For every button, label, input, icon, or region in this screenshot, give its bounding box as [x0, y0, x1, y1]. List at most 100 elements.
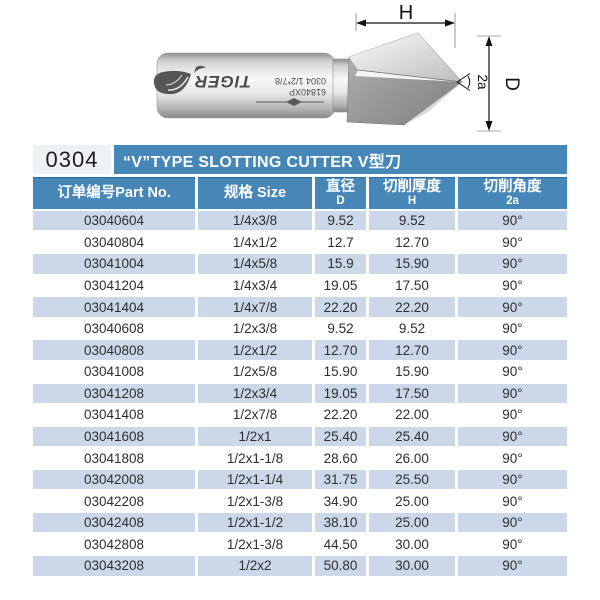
part-no-cell: 03041404: [33, 297, 195, 317]
diameter-cell: 12.70: [315, 340, 366, 360]
diameter-cell: 19.05: [315, 275, 366, 296]
diameter-cell: 31.75: [315, 469, 366, 490]
diameter-cell: 50.80: [315, 556, 366, 576]
angle-cell: 90°: [458, 340, 567, 360]
thickness-cell: 30.00: [369, 556, 455, 576]
diameter-cell: 28.60: [315, 448, 366, 468]
angle-cell: 90°: [458, 275, 567, 296]
print-diamond-ornament: [286, 98, 302, 106]
size-cell: 1/4x7/8: [198, 297, 312, 317]
header-diameter-label: 直径: [326, 178, 355, 195]
part-no-cell: 03042208: [33, 491, 195, 511]
dimension-H: H: [355, 2, 456, 48]
thickness-cell: 22.00: [369, 405, 455, 425]
thickness-cell: 15.90: [369, 362, 455, 382]
thickness-cell: 17.50: [369, 275, 455, 296]
part-no-cell: 03040804: [33, 232, 195, 252]
part-no-cell: 03040808: [33, 340, 195, 360]
shank-size-text: 0304 1/2*7/8: [275, 76, 326, 86]
thickness-cell: 9.52: [369, 211, 455, 231]
part-no-cell: 03043208: [33, 556, 195, 576]
part-no-cell: 03042008: [33, 469, 195, 490]
header-angle-label: 切削角度: [483, 178, 542, 195]
diameter-cell: 22.20: [315, 405, 366, 425]
thickness-cell: 22.20: [369, 297, 455, 317]
angle-cell: 90°: [458, 556, 567, 576]
label-D: D: [501, 77, 522, 91]
size-cell: 1/2x1-3/8: [198, 534, 312, 555]
diameter-cell: 34.90: [315, 491, 366, 511]
angle-cell: 90°: [458, 232, 567, 252]
angle-cell: 90°: [458, 254, 567, 274]
size-cell: 1/2x5/8: [198, 362, 312, 382]
angle-cell: 90°: [458, 211, 567, 231]
part-no-cell: 03042808: [33, 534, 195, 555]
part-no-cell: 03040608: [33, 318, 195, 339]
diameter-cell: 22.20: [315, 297, 366, 317]
angle-cell: 90°: [458, 513, 567, 533]
diameter-cell: 15.9: [315, 254, 366, 274]
thickness-cell: 25.00: [369, 513, 455, 533]
diameter-cell: 9.52: [315, 318, 366, 339]
size-cell: 1/2x1-1/8: [198, 448, 312, 468]
diameter-cell: 12.7: [315, 232, 366, 252]
thickness-cell: 26.00: [369, 448, 455, 468]
part-no-cell: 03041004: [33, 254, 195, 274]
size-cell: 1/4x3/4: [198, 275, 312, 296]
header-part-no-label: 订单编号Part No.: [57, 184, 171, 201]
part-no-cell: 03040604: [33, 211, 195, 231]
dimension-D: D: [477, 35, 522, 132]
header-angle-symbol: 2a: [506, 195, 519, 208]
size-cell: 1/2x7/8: [198, 405, 312, 425]
product-diagram: 61840XP 0304 1/2*7/8 TIGER: [0, 0, 600, 148]
angle-cell: 90°: [458, 318, 567, 339]
diameter-cell: 15.90: [315, 362, 366, 382]
header-size-label: 规格 Size: [223, 184, 287, 201]
page-title: “V”TYPE SLOTTING CUTTER V型刀: [114, 145, 567, 174]
size-cell: 1/4x3/8: [198, 211, 312, 231]
shank-print: 61840XP 0304 1/2*7/8 TIGER: [153, 65, 326, 106]
header-thickness-symbol: H: [407, 195, 417, 208]
size-cell: 1/4x5/8: [198, 254, 312, 274]
header-angle: 切削角度 2a: [458, 177, 567, 209]
brand-text: TIGER: [194, 72, 251, 91]
angle-cell: 90°: [458, 469, 567, 490]
thickness-cell: 9.52: [369, 318, 455, 339]
part-no-cell: 03041408: [33, 405, 195, 425]
size-cell: 1/2x1-3/8: [198, 491, 312, 511]
size-cell: 1/2x3/4: [198, 383, 312, 404]
size-cell: 1/2x3/8: [198, 318, 312, 339]
diameter-cell: 9.52: [315, 211, 366, 231]
header-thickness: 切削厚度 H: [369, 177, 455, 209]
thickness-cell: 15.90: [369, 254, 455, 274]
size-cell: 1/2x1/2: [198, 340, 312, 360]
thickness-cell: 30.00: [369, 534, 455, 555]
angle-cell: 90°: [458, 383, 567, 404]
size-cell: 1/2x1: [198, 426, 312, 447]
header-part-no: 订单编号Part No.: [33, 177, 195, 209]
part-no-cell: 03041204: [33, 275, 195, 296]
label-H: H: [399, 2, 413, 24]
thickness-cell: 25.40: [369, 426, 455, 447]
angle-cell: 90°: [458, 297, 567, 317]
part-no-cell: 03042408: [33, 513, 195, 533]
part-no-cell: 03041208: [33, 383, 195, 404]
angle-cell: 90°: [458, 362, 567, 382]
part-no-cell: 03041008: [33, 362, 195, 382]
table-body: 03040604 1/4x3/8 9.52 9.52 90° 03040804 1/4x1/…: [33, 211, 567, 576]
diameter-cell: 38.10: [315, 513, 366, 533]
tiger-logo-icon: [153, 65, 206, 95]
cutter-drawing: 61840XP 0304 1/2*7/8 TIGER: [153, 2, 522, 132]
thickness-cell: 12.70: [369, 340, 455, 360]
dimension-2a: 2a: [456, 73, 490, 91]
size-cell: 1/2x1-1/2: [198, 513, 312, 533]
product-code: 0304: [33, 145, 111, 174]
header-size: 规格 Size: [198, 177, 312, 209]
angle-cell: 90°: [458, 491, 567, 511]
diameter-cell: 25.40: [315, 426, 366, 447]
cutter-head: [346, 32, 463, 126]
thickness-cell: 25.00: [369, 491, 455, 511]
label-2a: 2a: [475, 74, 490, 90]
size-cell: 1/4x1/2: [198, 232, 312, 252]
shank-model-text: 61840XP: [289, 87, 326, 97]
